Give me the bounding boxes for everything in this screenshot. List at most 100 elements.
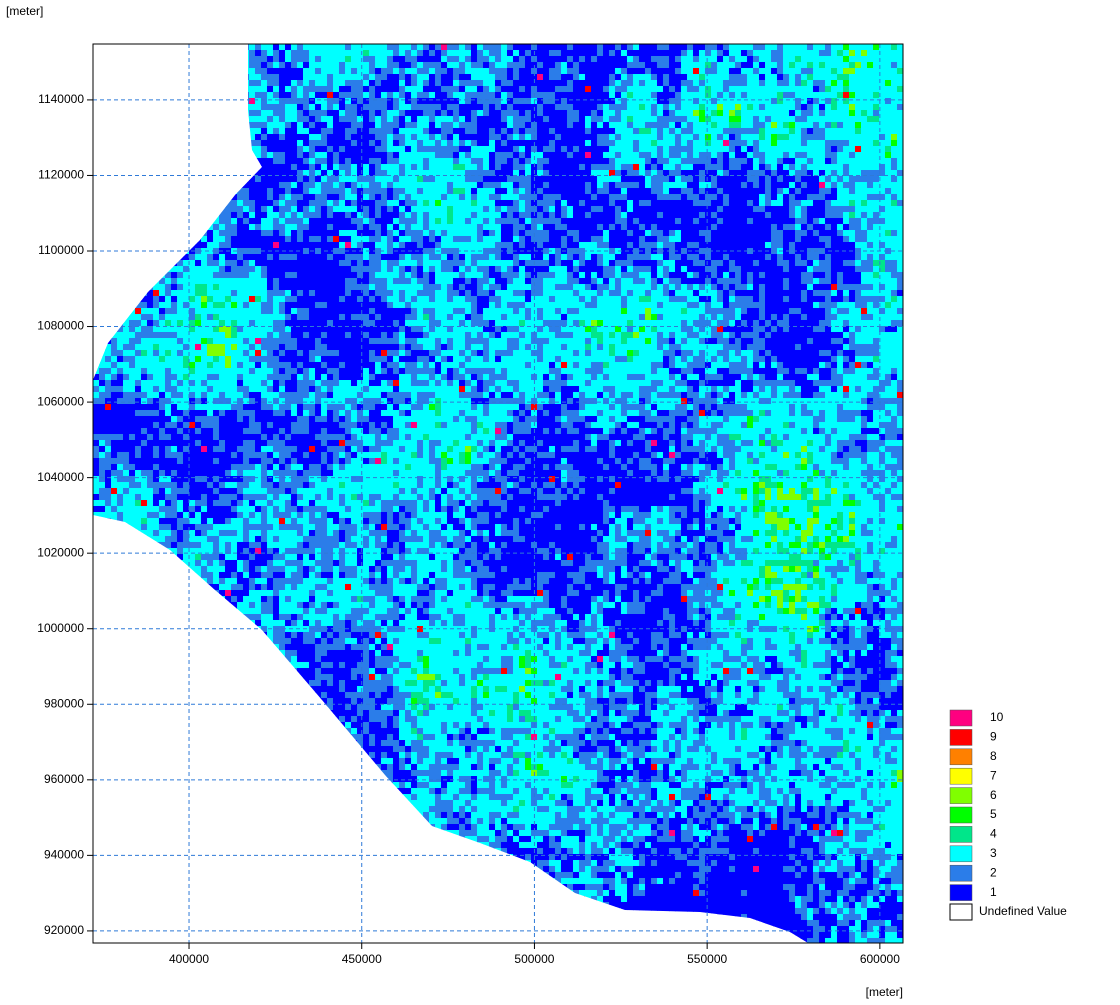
raster-cell — [573, 194, 580, 201]
raster-cell — [417, 182, 424, 189]
raster-cell — [123, 68, 130, 75]
raster-cell — [741, 146, 748, 153]
raster-cell — [849, 152, 856, 159]
raster-cell — [585, 218, 592, 225]
raster-cell — [543, 236, 550, 243]
raster-cell — [411, 158, 418, 165]
raster-cell — [543, 98, 550, 105]
raster-cell — [561, 56, 568, 63]
raster-cell — [801, 98, 808, 105]
raster-cell — [123, 152, 130, 159]
raster-cell — [147, 176, 154, 183]
raster-cell — [675, 182, 682, 189]
raster-cell — [693, 212, 700, 219]
raster-cell — [333, 254, 340, 261]
raster-cell — [543, 176, 550, 183]
raster-cell — [795, 230, 802, 237]
raster-cell — [345, 74, 352, 81]
raster-cell — [315, 158, 322, 165]
raster-cell — [783, 212, 790, 219]
raster-cell — [159, 140, 166, 147]
raster-cell — [705, 146, 712, 153]
raster-cell — [267, 56, 274, 63]
raster-cell — [201, 200, 208, 207]
raster-cell — [891, 152, 898, 159]
raster-cell — [279, 44, 286, 51]
raster-cell — [489, 188, 496, 195]
raster-cell — [399, 200, 406, 207]
raster-cell — [321, 242, 328, 249]
raster-cell — [273, 194, 280, 201]
raster-cell — [177, 242, 184, 249]
raster-cell — [165, 158, 172, 165]
raster-cell — [813, 98, 820, 105]
raster-cell — [549, 104, 556, 111]
raster-cell — [561, 92, 568, 99]
raster-cell — [645, 146, 652, 153]
raster-cell — [297, 182, 304, 189]
raster-cell — [225, 56, 232, 63]
raster-cell — [231, 206, 238, 213]
raster-cell — [843, 212, 850, 219]
raster-cell — [735, 158, 742, 165]
raster-cell — [789, 152, 796, 159]
raster-cell — [375, 158, 382, 165]
raster-cell — [387, 56, 394, 63]
raster-cell — [807, 146, 814, 153]
raster-cell — [711, 242, 718, 249]
raster-cell — [885, 44, 892, 51]
raster-cell — [453, 182, 460, 189]
raster-cell — [657, 104, 664, 111]
raster-cell — [573, 212, 580, 219]
raster-cell — [453, 176, 460, 183]
raster-cell — [561, 176, 568, 183]
raster-cell — [411, 146, 418, 153]
raster-cell — [609, 98, 616, 105]
raster-cell — [603, 116, 610, 123]
raster-cell — [501, 188, 508, 195]
raster-cell — [627, 50, 634, 57]
raster-cell — [615, 164, 622, 171]
raster-cell — [441, 92, 448, 99]
raster-cell — [861, 140, 868, 147]
raster-cell — [147, 146, 154, 153]
raster-cell — [885, 140, 892, 147]
raster-cell — [111, 224, 118, 231]
raster-cell — [537, 110, 544, 117]
raster-cell — [201, 206, 208, 213]
raster-cell — [141, 146, 148, 153]
raster-cell — [393, 56, 400, 63]
raster-cell — [759, 200, 766, 207]
raster-cell — [93, 236, 100, 243]
raster-cell — [519, 140, 526, 147]
raster-cell — [861, 164, 868, 171]
raster-cell — [525, 212, 532, 219]
raster-cell — [231, 242, 238, 249]
raster-cell — [543, 86, 550, 93]
raster-cell — [645, 194, 652, 201]
raster-cell — [825, 188, 832, 195]
raster-cell — [393, 146, 400, 153]
raster-cell — [459, 110, 466, 117]
raster-cell — [399, 62, 406, 69]
raster-cell — [93, 266, 100, 273]
raster-cell — [837, 68, 844, 75]
raster-cell — [639, 128, 646, 135]
raster-cell — [867, 68, 874, 75]
raster-cell — [717, 194, 724, 201]
raster-cell — [771, 104, 778, 111]
raster-cell — [123, 62, 130, 69]
raster-cell — [687, 92, 694, 99]
raster-cell — [753, 236, 760, 243]
raster-cell — [615, 206, 622, 213]
raster-cell — [837, 104, 844, 111]
raster-cell — [423, 206, 430, 213]
raster-cell — [147, 134, 154, 141]
raster-cell — [489, 236, 496, 243]
raster-cell — [285, 188, 292, 195]
raster-cell — [591, 200, 598, 207]
raster-cell — [159, 146, 166, 153]
raster-cell — [309, 80, 316, 87]
raster-cell — [333, 62, 340, 69]
raster-cell — [633, 224, 640, 231]
